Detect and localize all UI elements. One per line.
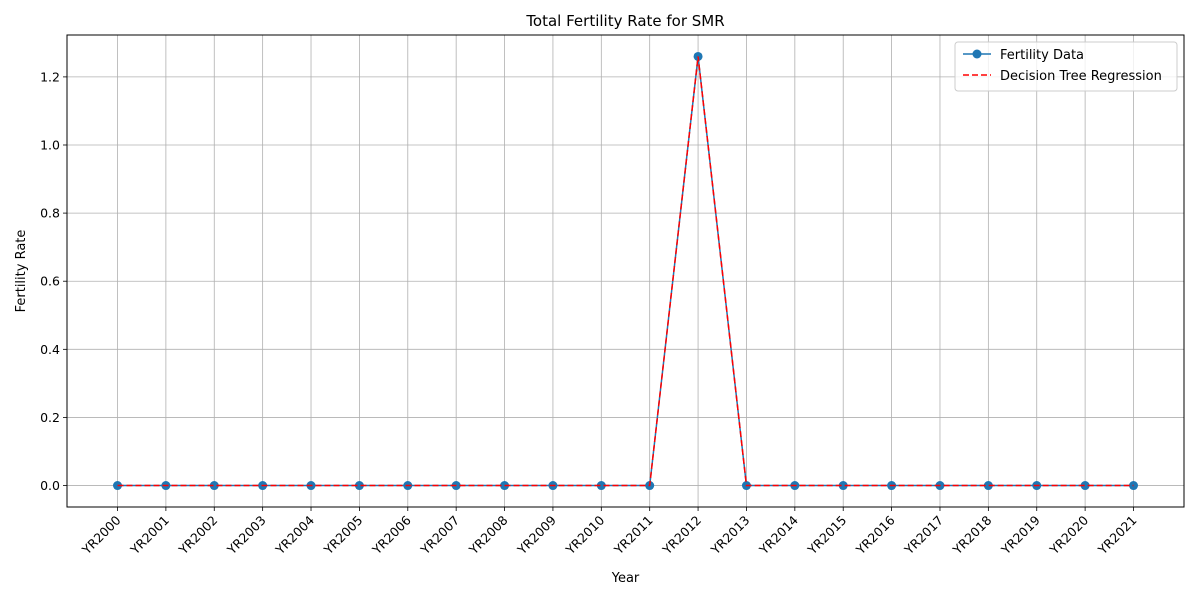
data-point-fertility-data <box>596 481 606 491</box>
grid <box>67 35 1184 507</box>
legend-label-decision-tree-regression: Decision Tree Regression <box>1000 69 1162 84</box>
y-tick-label: 0.2 <box>40 410 60 425</box>
series-line-decision-tree-regression <box>117 56 1134 487</box>
y-tick-label: 0.6 <box>40 274 60 289</box>
data-point-fertility-data <box>209 481 219 491</box>
legend-label-fertility-data: Fertility Data <box>1000 48 1084 63</box>
y-tick-label: 0.4 <box>40 342 60 357</box>
data-point-fertility-data <box>1080 481 1090 491</box>
chart-title: Total Fertility Rate for SMR <box>525 12 724 30</box>
x-axis-label: Year <box>611 571 640 586</box>
plot-series <box>113 51 1138 491</box>
y-tick-label: 0.0 <box>40 478 60 493</box>
legend-marker-fertility-data <box>972 49 982 59</box>
y-axis-label: Fertility Rate <box>14 230 29 313</box>
data-point-fertility-data <box>354 481 364 491</box>
plot-frame <box>66 34 1185 508</box>
y-tick-label: 1.0 <box>40 137 60 152</box>
data-point-fertility-data <box>983 481 993 491</box>
legend: Fertility Data Decision Tree Regression <box>954 41 1178 92</box>
y-tick-label: 0.8 <box>40 206 60 221</box>
y-tick-label: 1.2 <box>40 69 60 84</box>
data-point-fertility-data <box>838 481 848 491</box>
legend-box <box>954 41 1178 92</box>
